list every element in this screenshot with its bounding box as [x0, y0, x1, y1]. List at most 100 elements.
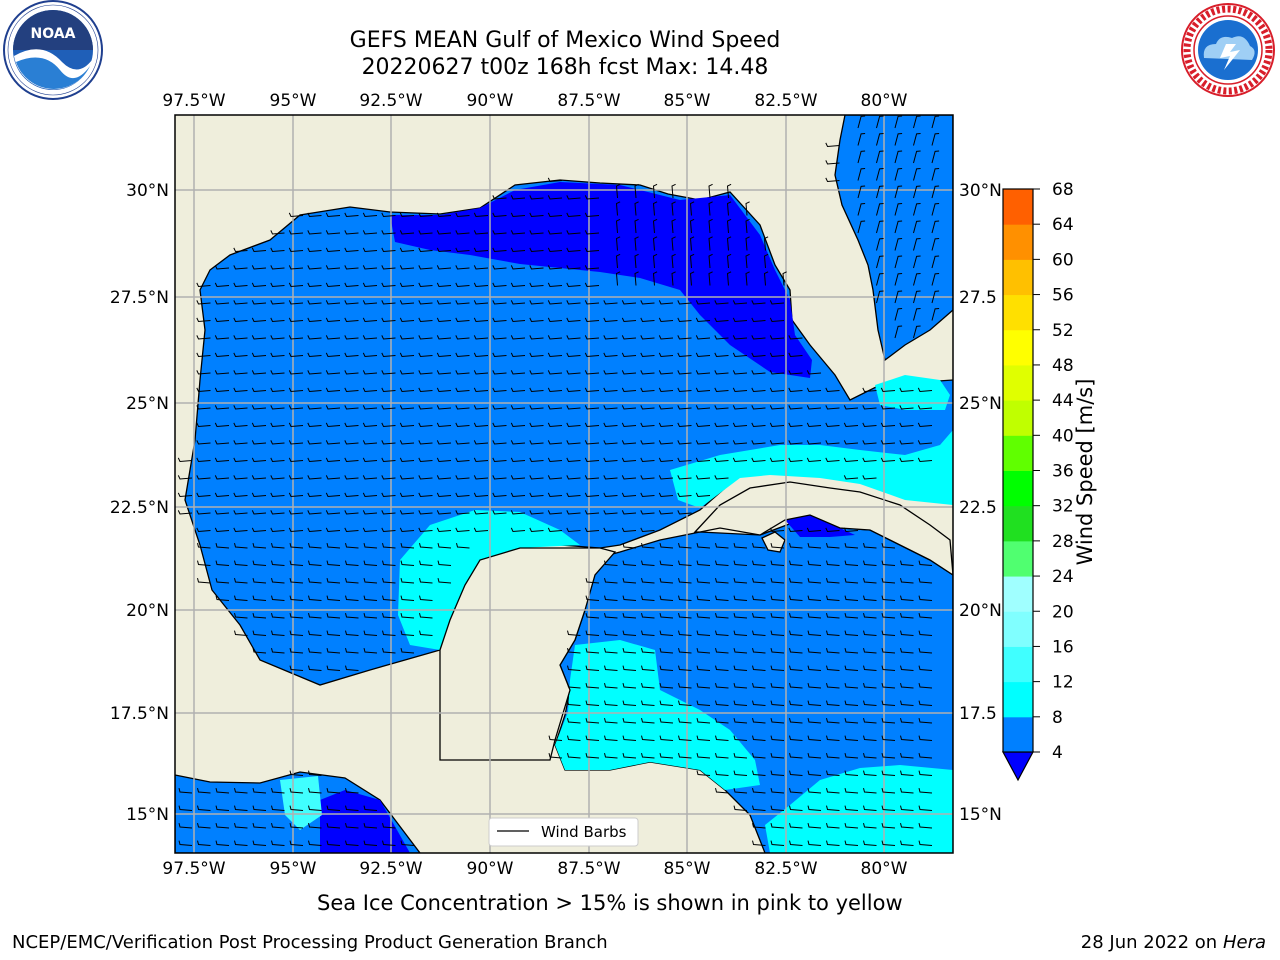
wind-barb [918, 770, 933, 776]
wind-barb [492, 195, 507, 200]
wind-barb [547, 370, 563, 375]
wind-barb [689, 236, 695, 251]
lon-tick-bottom: 97.5°W [162, 859, 225, 879]
wind-barb [214, 492, 230, 498]
wind-barb [788, 352, 803, 358]
wind-barb [770, 787, 785, 794]
wind-barb [863, 665, 877, 671]
wind-barb [214, 335, 230, 340]
wind-barb [733, 595, 748, 601]
wind-barb [363, 805, 378, 811]
wind-barb [307, 492, 322, 498]
wind-barb [752, 577, 766, 584]
wind-barb [900, 647, 914, 654]
wind-barb [881, 665, 896, 671]
colorbar-tick-label: 20 [1052, 602, 1074, 622]
wind-barb [566, 195, 581, 200]
wind-barb [752, 647, 766, 654]
wind-barb [715, 787, 729, 794]
wind-barb [271, 647, 285, 654]
wind-barb [547, 475, 563, 480]
wind-barb [918, 717, 933, 724]
wind-barb [492, 422, 507, 428]
wind-barb [658, 475, 674, 480]
wind-barb [289, 770, 304, 776]
wind-barb [732, 422, 748, 428]
wind-barb [308, 805, 322, 811]
wind-barb [307, 405, 322, 410]
wind-barb [289, 840, 304, 846]
wind-barb [547, 177, 563, 183]
wind-barb [826, 612, 840, 619]
wind-barb [708, 201, 713, 216]
wind-barb [900, 770, 914, 776]
wind-barb [621, 527, 637, 533]
colorbar-segment [1003, 646, 1033, 683]
colorbar-segment [1003, 611, 1033, 647]
wind-barb [622, 647, 637, 654]
wind-barb [252, 840, 267, 846]
wind-barb [880, 405, 896, 410]
wind-barb [825, 387, 840, 393]
wind-barb [196, 475, 211, 480]
wind-barb [566, 265, 581, 270]
wind-barb [894, 150, 903, 164]
lon-tick-top: 90°W [467, 91, 514, 111]
wind-barb [289, 647, 304, 654]
wind-barb [382, 630, 396, 636]
wind-barb [418, 475, 433, 480]
wind-barb [622, 577, 637, 584]
wind-barb [325, 230, 341, 235]
wind-barb [789, 595, 803, 601]
wind-barb [634, 236, 639, 251]
wind-barb [825, 142, 840, 148]
wind-barb [751, 335, 766, 340]
wind-barb [547, 335, 563, 340]
wind-barb [658, 317, 674, 323]
wind-barb [899, 387, 914, 393]
wind-barb [652, 271, 658, 286]
wind-barb [659, 542, 674, 549]
lon-tick-bottom: 92.5°W [359, 859, 422, 879]
colorbar-tick-label: 36 [1052, 462, 1074, 482]
wind-barb [197, 542, 211, 549]
wind-barb [381, 317, 396, 323]
wind-barb [362, 527, 378, 533]
wind-barb [270, 527, 285, 533]
wind-barb [584, 282, 600, 288]
wind-barb [399, 527, 415, 533]
wind-barb [641, 647, 655, 654]
wind-barb [436, 457, 452, 463]
wind-barb [344, 492, 359, 498]
wind-barb [751, 457, 766, 463]
wind-barb [547, 405, 563, 410]
wind-barb [510, 492, 526, 498]
wind-barb [789, 717, 803, 724]
wind-barb [399, 212, 415, 218]
wind-barb [862, 457, 877, 463]
wind-barb [271, 560, 285, 566]
wind-barb [270, 457, 285, 463]
wind-barb [769, 405, 785, 410]
wind-barb [641, 665, 655, 671]
wind-barb [806, 370, 822, 375]
wind-barb [769, 370, 785, 375]
lon-tick-top: 92.5°W [359, 91, 422, 111]
wind-barb [215, 805, 230, 811]
wind-barb [234, 560, 248, 566]
wind-barb [566, 247, 581, 253]
wind-barb [529, 387, 544, 393]
wind-barb [196, 352, 211, 358]
wind-barb [900, 630, 914, 636]
wind-barb [214, 457, 230, 463]
wind-barb [807, 770, 822, 776]
wind-barb [289, 595, 304, 601]
wind-barb [233, 335, 248, 340]
wind-barb [789, 700, 803, 706]
wind-barb [788, 527, 803, 533]
wind-barb [400, 647, 415, 654]
colorbar-tick-label: 32 [1052, 497, 1074, 517]
wind-barb [270, 387, 285, 393]
wind-barb [584, 492, 600, 498]
wind-barb [325, 387, 341, 393]
